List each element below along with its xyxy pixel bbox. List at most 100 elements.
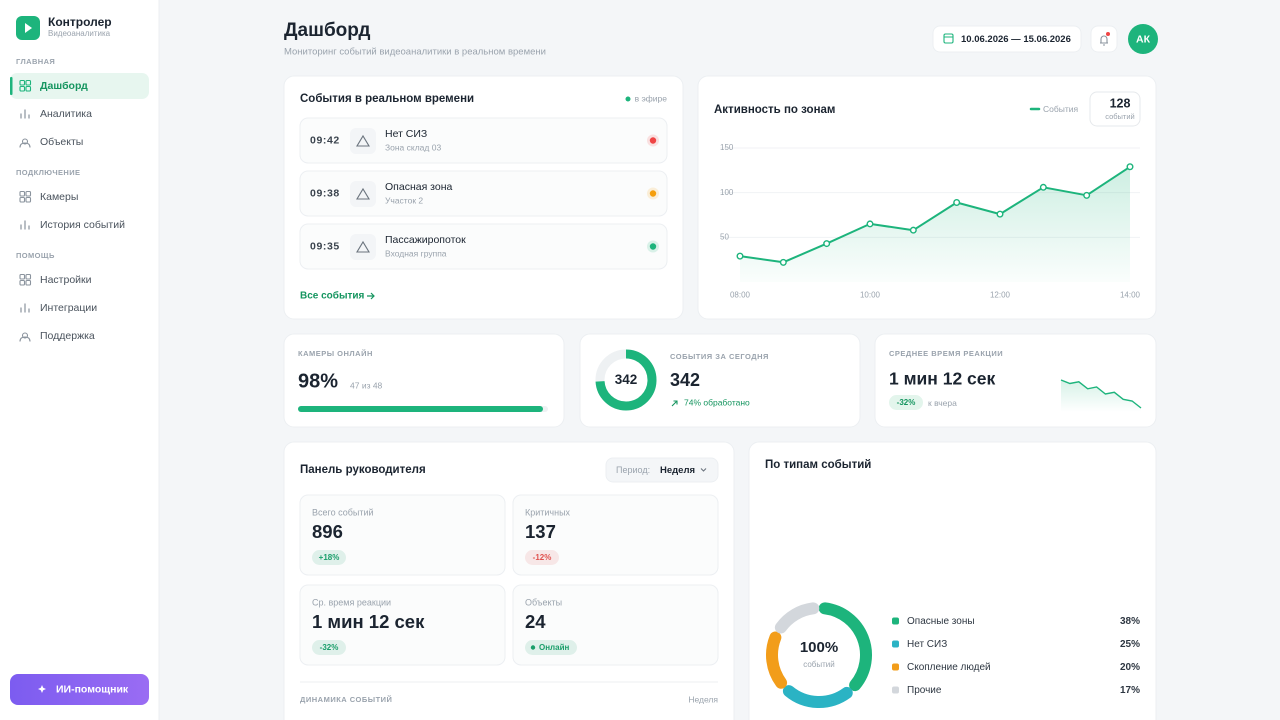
point	[1083, 191, 1091, 199]
nav-icon	[25, 273, 32, 280]
event-time: 09:38	[310, 187, 340, 199]
x-tick-label: 10:00	[860, 291, 881, 300]
event-row[interactable]: 09:38 Опасная зона Участок 2	[299, 170, 668, 217]
brand-name: Контролер	[48, 15, 112, 29]
point	[909, 226, 917, 234]
bell-badge	[1106, 32, 1110, 36]
nav-item[interactable]: История событий	[20, 219, 125, 231]
event-status-dot	[649, 137, 657, 144]
date-range-picker[interactable]: 10.06.2026 — 15.06.2026	[932, 25, 1082, 53]
chart-title: Активность по зонам	[714, 104, 835, 116]
nav-item[interactable]: Интеграции	[20, 302, 97, 314]
nav-item[interactable]: Объекты	[19, 136, 83, 148]
nav-item-active-bg	[10, 73, 149, 99]
nav-section-title: ГЛАВНАЯ	[16, 57, 55, 66]
assistant-button[interactable]: ИИ-помощник	[10, 674, 149, 705]
event-icon-bg	[350, 128, 376, 154]
event-place: Входная группа	[385, 248, 447, 258]
event-row-bg	[299, 117, 668, 164]
nav-item-label: Поддержка	[40, 330, 95, 342]
legend-value: 25%	[1120, 639, 1140, 650]
event-row[interactable]: 09:35 Пассажиропоток Входная группа	[299, 223, 668, 270]
y-tick-label: 150	[720, 143, 734, 152]
area	[740, 166, 1130, 282]
nav-item-label: История событий	[40, 219, 125, 231]
point	[1126, 163, 1134, 171]
total-value: 128	[1110, 96, 1131, 110]
point	[736, 252, 744, 260]
y-tick-label: 50	[720, 232, 729, 241]
live-dot	[625, 96, 631, 102]
kpi-badge-bg	[312, 640, 346, 655]
nav-item-label: Настройки	[40, 274, 92, 286]
kpi-card: Критичных 137 -12%	[512, 494, 719, 576]
event-time: 09:35	[310, 240, 340, 252]
avatar-initials: АК	[1136, 33, 1151, 45]
nav-icon	[25, 79, 32, 86]
event-place: Участок 2	[385, 195, 423, 205]
nav-item[interactable]: Аналитика	[20, 108, 92, 120]
assistant-button-bg	[10, 674, 149, 705]
nav-icon	[25, 279, 32, 286]
kpi-badge-bg	[525, 640, 577, 655]
donut-segment	[766, 631, 788, 689]
event-row-bg	[299, 223, 668, 270]
stat-value: 1 мин 12 сек	[889, 369, 996, 389]
legend-swatch	[892, 617, 899, 625]
section-title: ДИНАМИКА СОБЫТИЙ	[300, 695, 392, 704]
x-tick-label: 14:00	[1120, 291, 1141, 300]
point	[823, 240, 831, 248]
kpi-value: 24	[525, 611, 546, 632]
kpi-badge-text: -12%	[533, 553, 552, 562]
nav-item-label: Дашборд	[40, 80, 88, 92]
event-title: Опасная зона	[385, 181, 453, 193]
nav-item[interactable]: Дашборд	[10, 73, 149, 99]
point	[866, 220, 874, 228]
event-row[interactable]: 09:42 Нет СИЗ Зона склад 03	[299, 117, 668, 164]
period-value: Неделя	[660, 465, 695, 476]
nav-item[interactable]: Настройки	[19, 273, 92, 286]
x-tick-label: 08:00	[730, 291, 751, 300]
y-tick-label: 100	[720, 188, 734, 197]
kpi-label: Всего событий	[312, 507, 374, 517]
nav-icon	[25, 85, 32, 92]
period-select[interactable]: Период: Неделя	[605, 457, 719, 483]
nav-item[interactable]: Поддержка	[19, 330, 95, 342]
event-status-dot	[649, 243, 657, 250]
nav-icon	[20, 220, 30, 230]
kpi-label: Объекты	[525, 597, 562, 607]
stat-value: 98%	[298, 370, 338, 392]
event-place: Зона склад 03	[385, 142, 441, 152]
brand-logo-icon	[25, 23, 32, 33]
card-title: События в реальном времени	[300, 93, 474, 105]
trend-arrow	[671, 400, 678, 407]
chevron	[700, 468, 707, 472]
donut-segment	[818, 602, 872, 692]
assistant-button-icon	[38, 685, 46, 693]
user-avatar[interactable]: АК	[1128, 24, 1158, 54]
line	[739, 165, 1131, 264]
kpi-badge-text: -32%	[320, 643, 339, 652]
brand-subtitle: Видеоаналитика	[48, 29, 111, 38]
nav-icon	[20, 303, 30, 313]
period-select-bg	[605, 457, 719, 483]
nav-item[interactable]: Камеры	[19, 190, 78, 203]
event-title: Нет СИЗ	[385, 128, 427, 140]
all-events-link[interactable]: Все события	[300, 290, 375, 302]
stat-label: КАМЕРЫ ОНЛАЙН	[298, 349, 373, 358]
nav-item-label: Интеграции	[40, 302, 97, 314]
all-events-label: Все события	[300, 290, 365, 302]
donut-segment	[774, 602, 820, 634]
x-tick-label: 12:00	[990, 291, 1011, 300]
nav-icon	[19, 190, 26, 197]
event-icon	[356, 240, 370, 253]
stat-sub: 74% обработано	[684, 397, 750, 407]
legend-label: Прочие	[907, 685, 942, 696]
sidebar	[0, 0, 159, 720]
sparkline-area	[1061, 380, 1141, 412]
notifications-button[interactable]	[1090, 25, 1118, 53]
nav-icon	[25, 196, 32, 203]
stat-label: СОБЫТИЯ ЗА СЕГОДНЯ	[670, 352, 769, 361]
nav-icon	[19, 273, 26, 280]
